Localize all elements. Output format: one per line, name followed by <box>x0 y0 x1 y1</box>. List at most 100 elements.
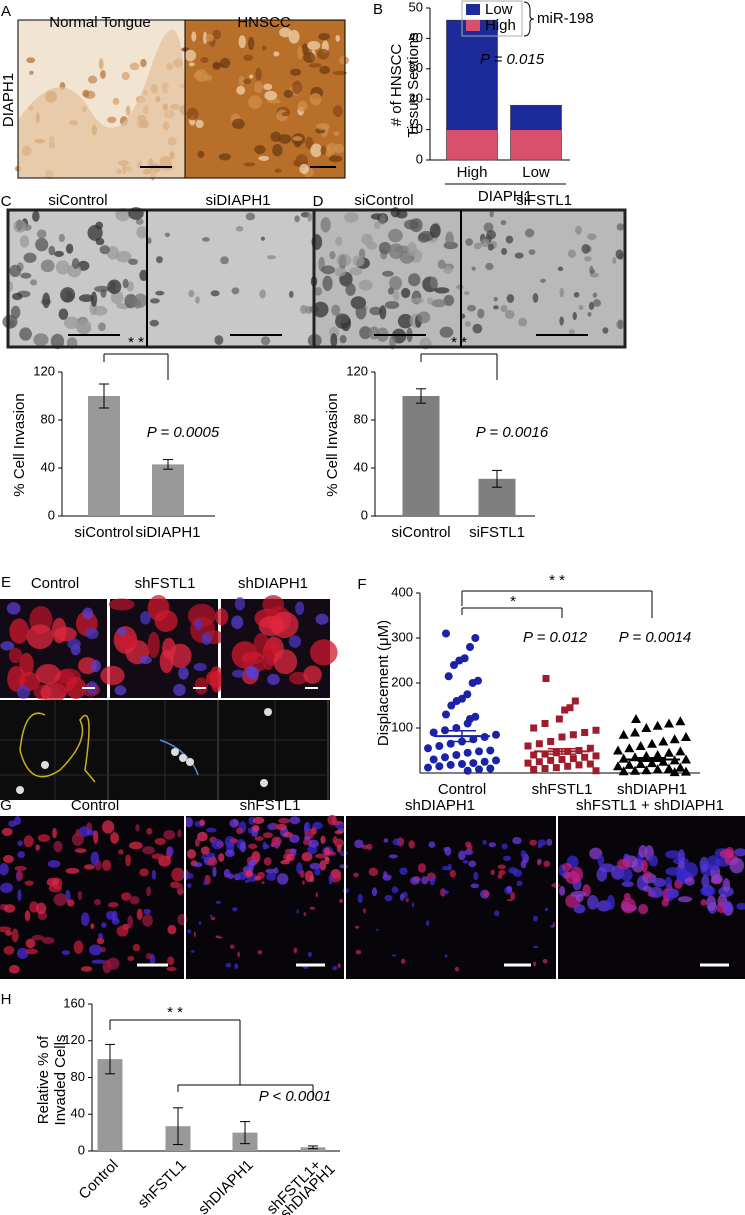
texture <box>384 894 393 902</box>
texture <box>468 860 477 868</box>
texture <box>74 848 87 854</box>
point <box>441 753 449 762</box>
texture <box>273 649 298 675</box>
point <box>624 759 635 769</box>
texture <box>100 70 106 79</box>
texture <box>271 836 282 846</box>
texture <box>278 817 291 824</box>
texture <box>338 56 350 65</box>
significance-mark: * * <box>128 334 144 351</box>
texture <box>48 245 56 256</box>
image-caption: HNSCC <box>237 14 291 31</box>
texture <box>537 839 547 847</box>
y-tick-label: 80 <box>71 1069 85 1084</box>
texture <box>260 336 271 346</box>
texture <box>26 624 54 650</box>
texture <box>443 265 453 274</box>
texture <box>253 81 264 93</box>
point <box>435 742 444 750</box>
y-tick-label: 80 <box>41 411 55 426</box>
texture <box>294 215 300 223</box>
texture <box>0 882 14 894</box>
texture <box>135 824 140 832</box>
texture <box>510 891 516 901</box>
texture <box>259 289 266 299</box>
texture <box>61 950 70 956</box>
texture <box>543 860 551 868</box>
texture <box>128 258 138 265</box>
texture <box>506 294 515 303</box>
texture <box>196 831 208 842</box>
texture <box>14 866 27 871</box>
texture <box>289 671 308 685</box>
texture <box>215 900 222 904</box>
point <box>669 767 680 777</box>
image-caption: shDIAPH1 <box>405 797 475 814</box>
texture <box>623 853 630 861</box>
texture <box>48 884 62 893</box>
point <box>492 756 500 765</box>
significance-mark: * * <box>167 1004 183 1021</box>
texture <box>497 864 506 870</box>
texture <box>193 662 207 672</box>
point <box>450 661 458 669</box>
significance-mark: * * <box>451 334 467 351</box>
legend-swatch <box>466 4 480 15</box>
point <box>452 697 461 705</box>
texture <box>487 243 494 251</box>
x-tick-label: siFSTL1 <box>469 524 525 541</box>
point <box>569 755 577 763</box>
texture <box>336 844 342 853</box>
texture <box>237 951 240 958</box>
panel-letter: F <box>357 576 366 593</box>
texture <box>489 210 494 218</box>
texture <box>473 242 482 250</box>
texture <box>312 821 323 830</box>
texture <box>191 31 197 42</box>
point <box>552 764 560 772</box>
y-tick-label: 80 <box>354 411 368 426</box>
y-tick-label: 400 <box>391 584 413 599</box>
texture <box>281 111 291 117</box>
y-tick-label: 100 <box>391 719 413 734</box>
y-tick-label: 0 <box>78 1142 85 1157</box>
texture <box>303 52 316 63</box>
texture <box>125 854 131 867</box>
y-axis-label: Relative % of <box>35 1035 52 1124</box>
texture <box>143 908 151 915</box>
point <box>475 765 483 774</box>
texture <box>122 278 129 289</box>
texture <box>245 212 256 221</box>
image-caption: siFSTL1 <box>516 192 572 209</box>
texture <box>187 929 192 934</box>
texture <box>24 910 31 922</box>
point <box>541 720 549 727</box>
texture <box>292 136 303 142</box>
texture <box>3 904 16 913</box>
texture <box>107 279 122 295</box>
texture <box>140 58 147 68</box>
texture <box>225 962 232 968</box>
texture <box>36 229 47 239</box>
texture <box>86 830 96 836</box>
point <box>641 765 652 775</box>
texture <box>106 957 120 970</box>
texture <box>257 950 263 955</box>
texture <box>50 333 65 350</box>
texture <box>275 823 287 831</box>
texture <box>363 907 366 914</box>
texture <box>83 864 95 870</box>
texture <box>339 898 344 903</box>
texture <box>145 953 153 960</box>
texture <box>7 665 26 692</box>
brace <box>523 1 535 37</box>
texture <box>339 864 348 869</box>
point <box>641 723 652 732</box>
texture <box>186 849 197 859</box>
texture <box>278 134 292 144</box>
texture <box>617 858 631 870</box>
point <box>463 719 472 728</box>
texture <box>638 903 649 915</box>
texture <box>264 90 278 101</box>
texture <box>486 230 496 240</box>
